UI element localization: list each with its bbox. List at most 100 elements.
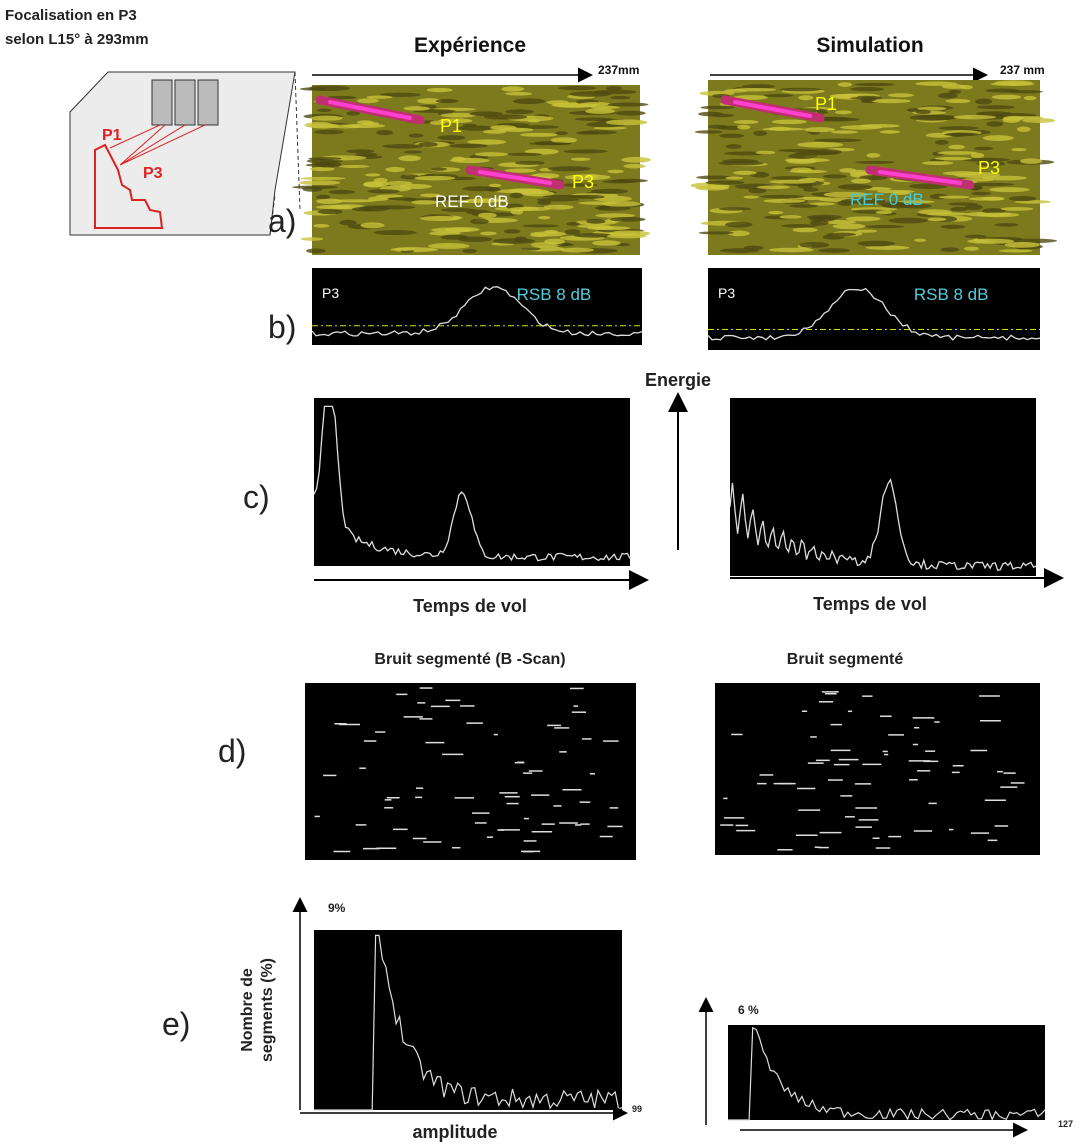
texture	[879, 130, 900, 134]
texture	[994, 80, 1033, 86]
texture	[435, 98, 459, 104]
texture	[564, 229, 581, 235]
profile	[708, 268, 1040, 350]
texture	[698, 231, 734, 235]
texture	[707, 124, 728, 129]
texture	[574, 117, 613, 121]
texture	[845, 216, 881, 222]
scale-label: 237 mm	[1000, 63, 1045, 77]
texture	[411, 200, 439, 205]
echo	[733, 100, 812, 118]
profile-curve	[311, 286, 643, 337]
texture	[309, 166, 335, 172]
point-label: P1	[815, 94, 837, 114]
texture	[781, 224, 818, 228]
profile	[312, 268, 642, 345]
texture	[998, 249, 1033, 253]
texture	[328, 189, 356, 195]
panel-title: Bruit segmenté	[787, 651, 904, 668]
texture	[854, 160, 895, 164]
axis-label: segments (%)	[259, 958, 276, 1062]
row-label: d)	[218, 733, 246, 769]
texture	[346, 149, 375, 154]
texture	[743, 195, 759, 199]
texture	[837, 82, 853, 87]
texture	[727, 230, 750, 237]
texture	[595, 213, 635, 218]
texture	[822, 174, 847, 179]
texture	[367, 189, 400, 194]
axis-end: 127	[1058, 1119, 1073, 1129]
texture	[1011, 116, 1044, 120]
texture	[480, 231, 497, 236]
texture	[856, 229, 878, 233]
texture	[708, 183, 730, 189]
texture	[908, 183, 949, 189]
texture	[558, 183, 598, 187]
texture	[501, 86, 525, 92]
texture	[308, 157, 342, 161]
texture	[832, 223, 866, 230]
texture	[985, 88, 1020, 93]
texture	[437, 135, 466, 141]
texture	[490, 125, 517, 131]
texture	[417, 98, 442, 104]
texture	[940, 224, 966, 229]
texture	[786, 158, 817, 164]
texture	[602, 179, 637, 184]
texture	[360, 222, 385, 229]
texture	[865, 245, 910, 250]
texture	[364, 173, 381, 177]
texture	[705, 180, 745, 185]
texture	[834, 110, 853, 115]
schematic: P1 P3	[69, 71, 301, 236]
texture	[306, 248, 326, 254]
texture	[1011, 147, 1027, 152]
texture	[871, 98, 911, 104]
row-label: b)	[268, 309, 296, 345]
texture	[586, 219, 606, 224]
axis-label: Energie	[645, 370, 711, 390]
texture	[725, 221, 753, 228]
texture	[1000, 207, 1034, 211]
texture	[503, 229, 521, 234]
texture	[597, 205, 610, 211]
texture	[950, 206, 968, 212]
texture	[803, 187, 819, 192]
texture	[482, 129, 507, 134]
texture	[379, 92, 422, 97]
texture	[527, 119, 540, 123]
texture	[408, 133, 424, 138]
texture	[466, 198, 509, 203]
texture	[733, 120, 759, 124]
texture	[975, 98, 993, 105]
row-label: a)	[268, 203, 296, 239]
energy-curve	[729, 478, 1037, 572]
texture	[547, 166, 591, 172]
row-label: e)	[162, 1006, 190, 1042]
texture	[970, 152, 985, 159]
point-label: P1	[102, 127, 122, 144]
texture	[927, 217, 947, 222]
texture	[521, 247, 541, 251]
texture	[308, 85, 351, 92]
header-line: selon L15° à 293mm	[5, 31, 149, 48]
point-label: P3	[143, 165, 163, 182]
texture	[428, 243, 470, 249]
texture	[362, 181, 389, 188]
texture	[798, 95, 814, 101]
texture	[590, 105, 621, 109]
texture	[700, 105, 735, 110]
texture	[509, 192, 523, 199]
texture	[866, 153, 881, 158]
texture	[385, 180, 413, 187]
texture	[590, 188, 629, 194]
scale-label: 237mm	[598, 63, 639, 77]
texture	[897, 200, 935, 204]
column-title: Expérience	[414, 34, 526, 57]
axis-label: Temps de vol	[413, 596, 527, 616]
texture	[346, 111, 361, 116]
texture	[309, 123, 340, 129]
texture	[737, 124, 751, 130]
point-label: P3	[718, 285, 735, 301]
